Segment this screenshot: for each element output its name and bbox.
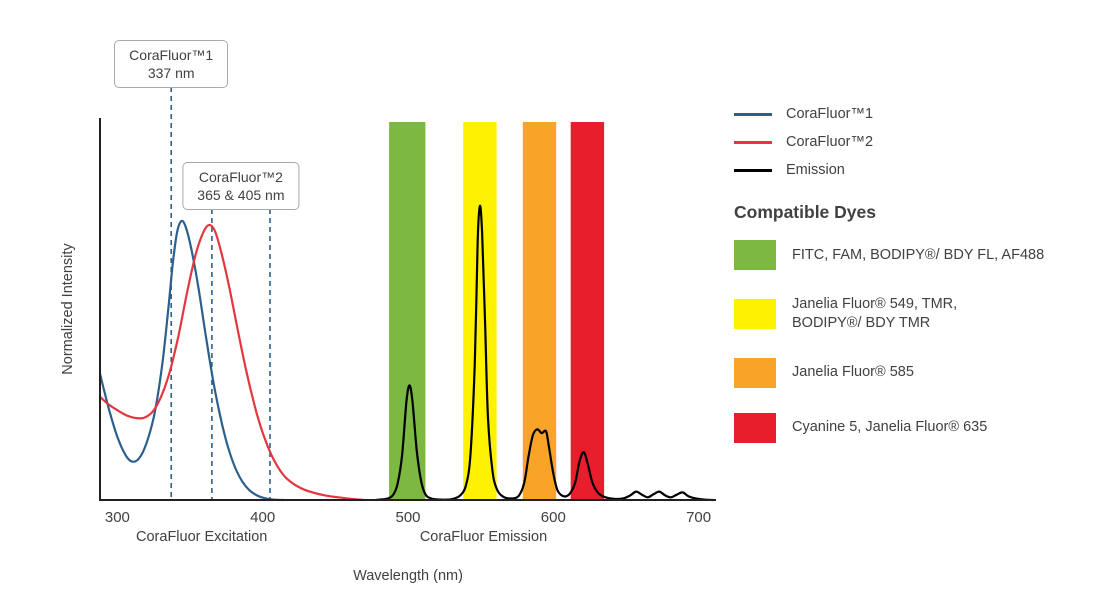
legend-panel: CoraFluor™1 CoraFluor™2 Emission Compati… [734,106,1106,468]
legend-item-corafluor1: CoraFluor™1 [734,106,1106,122]
x-axis-title: Wavelength (nm) [353,568,463,584]
y-axis-title: Normalized Intensity [60,243,76,375]
dye-label-green: FITC, FAM, BODIPY®/ BDY FL, AF488 [792,246,1045,263]
dye-swatch-orange [734,357,776,388]
curve-excitation-0 [98,219,285,502]
axis-section-label-1: CoraFluor Emission [420,529,547,545]
dye-label-red: Cyanine 5, Janelia Fluor® 635 [792,419,988,436]
annotation-corafluor2: CoraFluor™2 365 & 405 nm [182,162,300,211]
x-tick-label-700: 700 [686,509,711,526]
legend-item-corafluor2: CoraFluor™2 [734,134,1106,150]
legend-line-swatch-emission [734,168,772,172]
annotation-corafluor2-title: CoraFluor™2 [198,169,283,185]
filter-band-yellow [463,122,497,500]
curve-emission-2 [374,204,715,502]
dye-label-orange: Janelia Fluor® 585 [792,364,914,381]
dye-swatch-red [734,412,776,443]
dye-swatch-yellow [734,298,776,329]
x-tick-label-400: 400 [250,509,275,526]
annotation-corafluor1-value: 337 nm [147,65,195,82]
dye-label-yellow: Janelia Fluor® 549, TMR, BODIPY®/ BDY TM… [792,296,958,331]
curve-excitation-1 [98,223,366,502]
axis-section-label-0: CoraFluor Excitation [136,529,267,545]
annotation-corafluor2-value: 365 & 405 nm [197,187,285,204]
legend-line-swatch-corafluor1 [734,112,772,116]
spectra-chart: 300 400 500 600 700 CoraFluor Excitation CoraF… [60,87,716,584]
x-tick-label-500: 500 [395,509,420,526]
filter-band-red [570,122,605,500]
dye-row-yellow: Janelia Fluor® 549, TMR, BODIPY®/ BDY TM… [734,295,1106,333]
annotation-corafluor1: CoraFluor™1 337 nm [114,40,229,89]
filter-band-green [389,122,426,500]
legend-line-swatch-corafluor2 [734,140,772,144]
x-tick-label-600: 600 [541,509,566,526]
series-legend: CoraFluor™1 CoraFluor™2 Emission [734,106,1106,178]
dye-swatch-green [734,240,776,270]
legend-item-label: CoraFluor™2 [786,134,874,150]
legend-item-label: CoraFluor™1 [786,106,874,122]
filter-band-orange [522,122,557,500]
legend-item-emission: Emission [734,162,1106,178]
dye-row-green: FITC, FAM, BODIPY®/ BDY FL, AF488 [734,240,1106,270]
dye-row-red: Cyanine 5, Janelia Fluor® 635 [734,412,1106,443]
dye-row-orange: Janelia Fluor® 585 [734,357,1106,388]
compatible-dyes-title: Compatible Dyes [734,202,876,222]
x-tick-label-300: 300 [105,509,130,526]
annotation-corafluor1-title: CoraFluor™1 [129,47,214,63]
legend-item-label: Emission [786,162,845,178]
